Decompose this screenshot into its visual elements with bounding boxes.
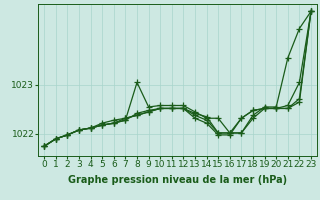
X-axis label: Graphe pression niveau de la mer (hPa): Graphe pression niveau de la mer (hPa) — [68, 175, 287, 185]
